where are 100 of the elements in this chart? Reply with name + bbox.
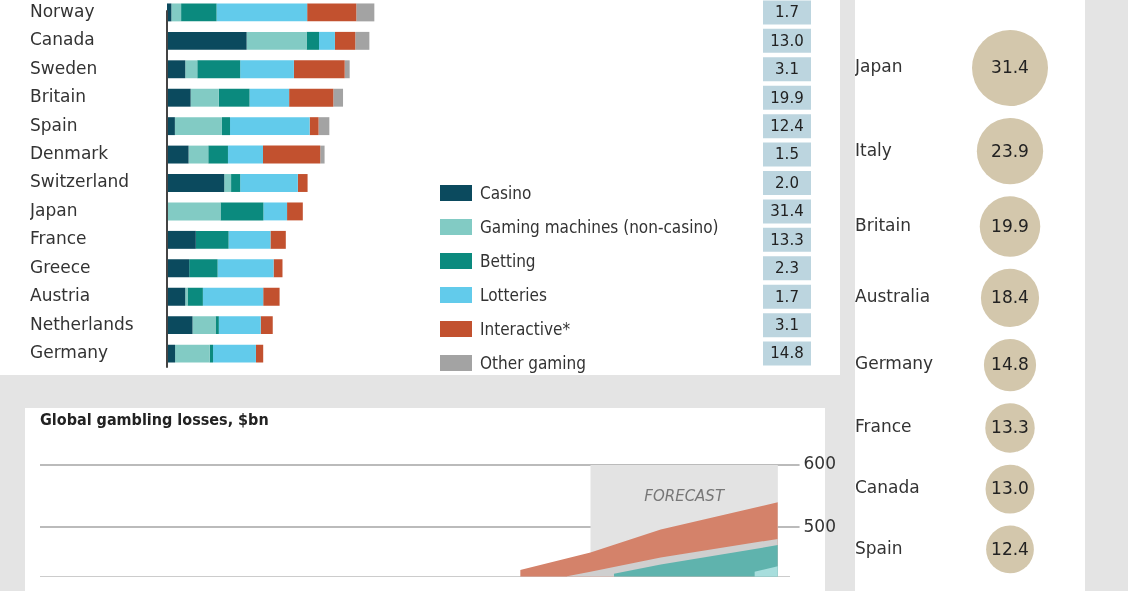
y-tick-label: Switzerland <box>30 171 130 192</box>
y-tick-label: Canada <box>30 29 95 50</box>
bar <box>167 230 196 249</box>
bar <box>273 259 283 278</box>
bar <box>320 145 325 164</box>
bar <box>167 202 221 221</box>
bar <box>260 316 273 335</box>
bar <box>188 145 209 164</box>
bar <box>344 60 350 79</box>
text: 1.7 <box>775 3 799 22</box>
bar <box>208 145 228 164</box>
bar <box>167 316 193 335</box>
bar <box>187 287 203 306</box>
legend-label: Lotteries <box>480 285 547 305</box>
bar <box>306 31 319 50</box>
data-label: 14.8 <box>991 354 1029 375</box>
category-label: Britain <box>855 214 911 235</box>
text: 1.5 <box>775 145 799 164</box>
bar <box>167 174 225 192</box>
bar <box>218 88 250 107</box>
bar <box>263 202 288 221</box>
bar <box>230 117 310 136</box>
category-label: Italy <box>855 139 892 160</box>
chart-title: Global gambling losses, $bn <box>40 410 269 429</box>
bar <box>220 202 264 221</box>
text: 1.7 <box>775 287 799 306</box>
bar <box>309 117 319 136</box>
bar <box>318 31 335 50</box>
bar <box>181 3 217 22</box>
legend-label: Other gaming <box>480 353 586 373</box>
bar <box>249 88 290 107</box>
bar <box>287 202 303 221</box>
category-label: France <box>855 416 912 437</box>
text: 13.3 <box>770 230 804 249</box>
legend-label: Betting <box>480 251 536 271</box>
text: 3.1 <box>775 60 799 79</box>
bar <box>240 60 294 79</box>
legend-label: Interactive* <box>480 319 571 339</box>
bar <box>355 31 370 50</box>
bar <box>227 145 263 164</box>
y-tick-label: Austria <box>30 285 91 306</box>
bar <box>213 344 256 363</box>
bar <box>167 145 189 164</box>
bar <box>307 3 357 22</box>
bar <box>185 60 198 79</box>
data-label: 23.9 <box>991 140 1029 161</box>
bar <box>167 259 190 278</box>
category-label: Spain <box>855 537 903 558</box>
bar <box>228 230 271 249</box>
text: 13.0 <box>770 31 804 50</box>
bar <box>221 117 231 136</box>
bar <box>202 287 264 306</box>
bar <box>334 31 356 50</box>
category-label: Canada <box>855 477 920 498</box>
bar <box>255 344 264 363</box>
bar <box>289 88 334 107</box>
y-tick-label: Sweden <box>30 57 98 78</box>
data-label: 13.3 <box>991 417 1029 438</box>
bar <box>333 88 344 107</box>
category-label: Australia <box>855 286 931 307</box>
bar <box>356 3 375 22</box>
bar <box>209 344 214 363</box>
bar <box>293 60 345 79</box>
data-label: 31.4 <box>991 57 1029 78</box>
bar <box>195 230 229 249</box>
bar <box>217 259 274 278</box>
bar <box>216 3 308 22</box>
bar <box>224 174 232 192</box>
data-label: 13.0 <box>991 478 1029 499</box>
bar <box>185 287 188 306</box>
text: 2.0 <box>775 173 799 192</box>
bar <box>246 31 307 50</box>
bar <box>297 174 308 192</box>
y-tick-label: Netherlands <box>30 313 134 334</box>
annotation: FORECAST <box>644 486 726 505</box>
data-label: 12.4 <box>991 538 1029 559</box>
text: 19.9 <box>770 88 804 107</box>
bar <box>175 344 210 363</box>
data-label: 18.4 <box>991 287 1029 308</box>
bar <box>174 117 222 136</box>
y-tick-label: Denmark <box>30 142 109 163</box>
text: 31.4 <box>770 202 804 221</box>
bar <box>270 230 286 249</box>
y-tick-label: 600 <box>803 453 837 474</box>
bar <box>240 174 298 192</box>
bar <box>167 60 186 79</box>
y-tick-label: France <box>30 228 87 249</box>
bar <box>167 31 247 50</box>
bar <box>167 88 191 107</box>
bar <box>263 287 280 306</box>
text: 12.4 <box>770 117 804 136</box>
bar <box>318 117 330 136</box>
legend-label: Casino <box>480 183 532 203</box>
y-tick-label: Spain <box>30 114 78 135</box>
bar <box>218 316 261 335</box>
y-tick-label: 500 <box>803 515 837 536</box>
bar <box>190 88 219 107</box>
y-tick-label: Germany <box>30 342 109 363</box>
y-tick-label: Norway <box>30 0 95 21</box>
category-label: Germany <box>855 353 934 374</box>
